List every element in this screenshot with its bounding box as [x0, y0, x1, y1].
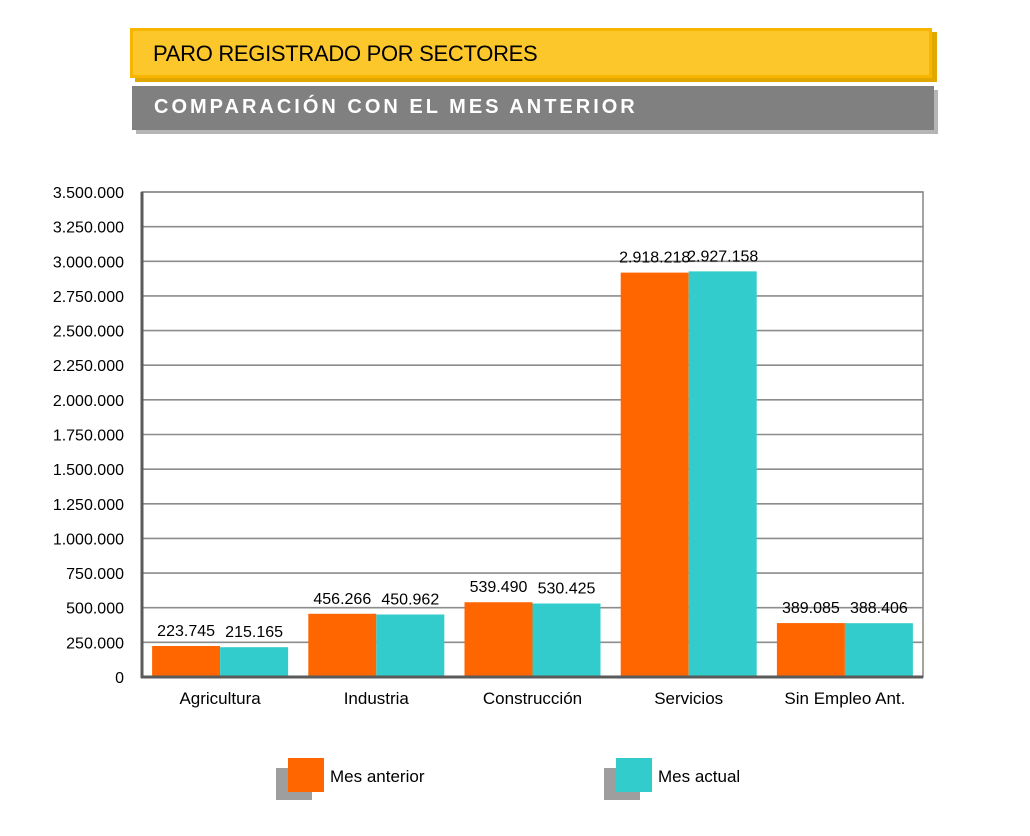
y-tick-label: 500.000 — [66, 601, 124, 618]
y-tick-label: 3.000.000 — [53, 254, 124, 271]
y-tick-label: 3.500.000 — [53, 185, 124, 202]
x-axis-ticks: Agricultura Industria Construcción Servicio… — [179, 689, 905, 708]
y-tick-label: 0 — [115, 670, 124, 687]
grid-lines — [142, 191, 923, 644]
title-banner: PARO REGISTRADO POR SECTORES — [130, 28, 932, 78]
bar-previous — [308, 613, 377, 677]
y-tick-label: 2.750.000 — [53, 289, 124, 306]
legend-swatch-previous — [288, 758, 324, 792]
y-tick-label: 250.000 — [66, 635, 124, 652]
data-label-current: 530.425 — [538, 580, 596, 597]
bar-previous — [776, 623, 845, 677]
y-tick-label: 2.500.000 — [53, 324, 124, 341]
subtitle-banner: COMPARACIÓN CON EL MES ANTERIOR — [132, 86, 934, 130]
bar-current — [220, 647, 289, 677]
y-tick-label: 750.000 — [66, 566, 124, 583]
chart-title: PARO REGISTRADO POR SECTORES — [153, 41, 538, 66]
data-label-previous: 223.745 — [157, 623, 215, 640]
y-tick-label: 1.750.000 — [53, 428, 124, 445]
data-labels: 223.745 215.165 456.266 450.962 539.490 530.4… — [157, 248, 908, 641]
data-label-previous: 2.918.218 — [619, 250, 690, 267]
bars — [152, 271, 913, 677]
bar-chart: 0 250.000 500.000 750.000 1.000.000 1.250.000… — [53, 185, 924, 708]
bar-current — [844, 623, 913, 677]
bar-current — [376, 614, 445, 677]
x-tick-label: Agricultura — [179, 689, 261, 708]
legend-label-previous: Mes anterior — [330, 767, 425, 786]
y-tick-label: 1.000.000 — [53, 531, 124, 548]
legend-label-current: Mes actual — [658, 767, 741, 786]
y-tick-label: 1.500.000 — [53, 462, 124, 479]
x-tick-label: Construcción — [483, 689, 582, 708]
data-label-previous: 456.266 — [313, 591, 371, 608]
data-label-current: 388.406 — [850, 600, 908, 617]
x-tick-label: Sin Empleo Ant. — [784, 689, 905, 708]
data-label-current: 215.165 — [225, 624, 283, 641]
x-tick-label: Industria — [344, 689, 410, 708]
plot-frame — [140, 191, 924, 679]
bar-current — [688, 271, 757, 677]
y-tick-label: 1.250.000 — [53, 497, 124, 514]
bar-previous — [464, 602, 533, 677]
y-tick-label: 2.000.000 — [53, 393, 124, 410]
bar-current — [532, 603, 601, 677]
legend-swatch-current — [616, 758, 652, 792]
y-tick-label: 2.250.000 — [53, 358, 124, 375]
data-label-previous: 389.085 — [782, 600, 840, 617]
bar-previous — [620, 272, 689, 677]
y-axis-ticks: 0 250.000 500.000 750.000 1.000.000 1.250.000… — [53, 185, 124, 687]
data-label-current: 450.962 — [381, 592, 439, 609]
x-tick-label: Servicios — [654, 689, 723, 708]
bar-previous — [152, 645, 221, 677]
y-tick-label: 3.250.000 — [53, 220, 124, 237]
chart-subtitle: COMPARACIÓN CON EL MES ANTERIOR — [154, 96, 638, 118]
data-label-previous: 539.490 — [470, 579, 528, 596]
data-label-current: 2.927.158 — [687, 248, 758, 265]
